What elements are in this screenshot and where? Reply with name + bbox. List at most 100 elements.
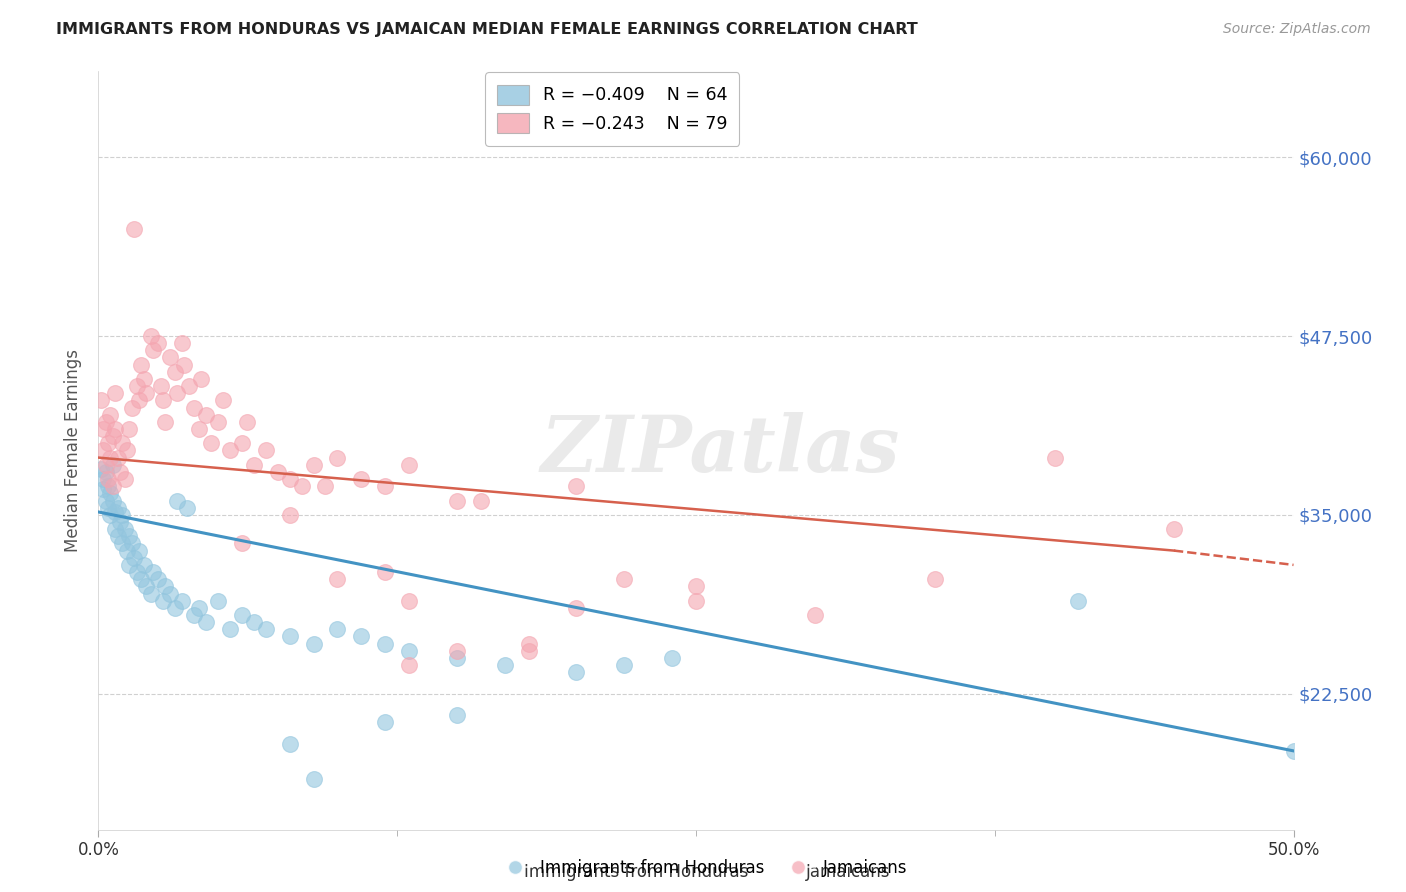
Point	[613, 572, 636, 586]
Point	[254, 443, 277, 458]
Point	[121, 536, 143, 550]
Point	[315, 479, 337, 493]
Point	[661, 651, 683, 665]
Point	[446, 493, 468, 508]
Point	[148, 336, 170, 351]
Point	[91, 443, 114, 458]
Point	[517, 644, 540, 658]
Point	[398, 644, 420, 658]
Point	[517, 637, 540, 651]
Point	[90, 393, 112, 408]
Point	[94, 493, 117, 508]
Point	[804, 607, 827, 622]
Point	[398, 593, 420, 607]
Point	[131, 358, 153, 372]
Point	[135, 579, 157, 593]
Point	[97, 479, 120, 493]
Point	[107, 500, 129, 515]
Point	[118, 422, 141, 436]
Point	[101, 479, 124, 493]
Point	[135, 386, 157, 401]
Point	[278, 508, 301, 522]
Point	[97, 500, 120, 515]
Point	[1282, 744, 1305, 758]
Point	[121, 401, 143, 415]
Point	[148, 572, 170, 586]
Point	[613, 658, 636, 673]
Point	[243, 615, 266, 629]
Point	[152, 393, 174, 408]
Point	[159, 351, 181, 365]
Point	[128, 543, 150, 558]
Point	[125, 379, 148, 393]
Point	[183, 607, 205, 622]
Point	[195, 615, 218, 629]
Point	[302, 637, 325, 651]
Point	[190, 372, 212, 386]
Point	[163, 365, 186, 379]
Point	[94, 465, 117, 479]
Point	[207, 593, 229, 607]
Point	[142, 565, 165, 579]
Point	[91, 422, 114, 436]
Point	[118, 529, 141, 543]
Point	[179, 379, 201, 393]
Point	[211, 393, 233, 408]
Point	[104, 522, 127, 536]
Text: Immigrants from Honduras: Immigrants from Honduras	[524, 863, 749, 881]
Point	[166, 493, 188, 508]
Text: IMMIGRANTS FROM HONDURAS VS JAMAICAN MEDIAN FEMALE EARNINGS CORRELATION CHART: IMMIGRANTS FROM HONDURAS VS JAMAICAN MED…	[56, 22, 918, 37]
Point	[291, 479, 314, 493]
Point	[101, 493, 124, 508]
Text: ZIPatlas: ZIPatlas	[540, 412, 900, 489]
Point	[326, 450, 349, 465]
Point	[924, 572, 946, 586]
Point	[200, 436, 222, 450]
Point	[278, 472, 301, 486]
Point	[166, 386, 188, 401]
Point	[235, 415, 257, 429]
Point	[243, 458, 266, 472]
Point	[267, 465, 290, 479]
Point	[350, 472, 373, 486]
Point	[374, 715, 396, 730]
Point	[398, 458, 420, 472]
Point	[142, 343, 165, 358]
Point	[97, 436, 120, 450]
Text: Source: ZipAtlas.com: Source: ZipAtlas.com	[1223, 22, 1371, 37]
Point	[565, 600, 588, 615]
Point	[187, 422, 209, 436]
Point	[231, 536, 253, 550]
Point	[155, 415, 177, 429]
Point	[104, 422, 127, 436]
Point	[111, 508, 134, 522]
Point	[374, 479, 396, 493]
Point	[91, 472, 114, 486]
Point	[565, 665, 588, 680]
Point	[125, 565, 148, 579]
Point	[302, 772, 325, 787]
Point	[90, 462, 112, 476]
Point	[159, 586, 181, 600]
Point	[278, 737, 301, 751]
Point	[98, 486, 122, 500]
Point	[111, 436, 134, 450]
Point	[278, 629, 301, 643]
Point	[132, 558, 155, 572]
Point	[374, 637, 396, 651]
Legend: R = −0.409    N = 64, R = −0.243    N = 79: R = −0.409 N = 64, R = −0.243 N = 79	[485, 72, 740, 145]
Point	[114, 522, 136, 536]
Point	[124, 550, 146, 565]
Point	[183, 401, 205, 415]
Point	[101, 429, 124, 443]
Point	[108, 515, 131, 529]
Point	[149, 379, 172, 393]
Point	[131, 572, 153, 586]
Point	[254, 622, 277, 636]
Point	[108, 465, 131, 479]
Point	[302, 458, 325, 472]
Point	[98, 408, 122, 422]
Point	[172, 336, 194, 351]
Point	[470, 493, 492, 508]
Point	[207, 415, 229, 429]
